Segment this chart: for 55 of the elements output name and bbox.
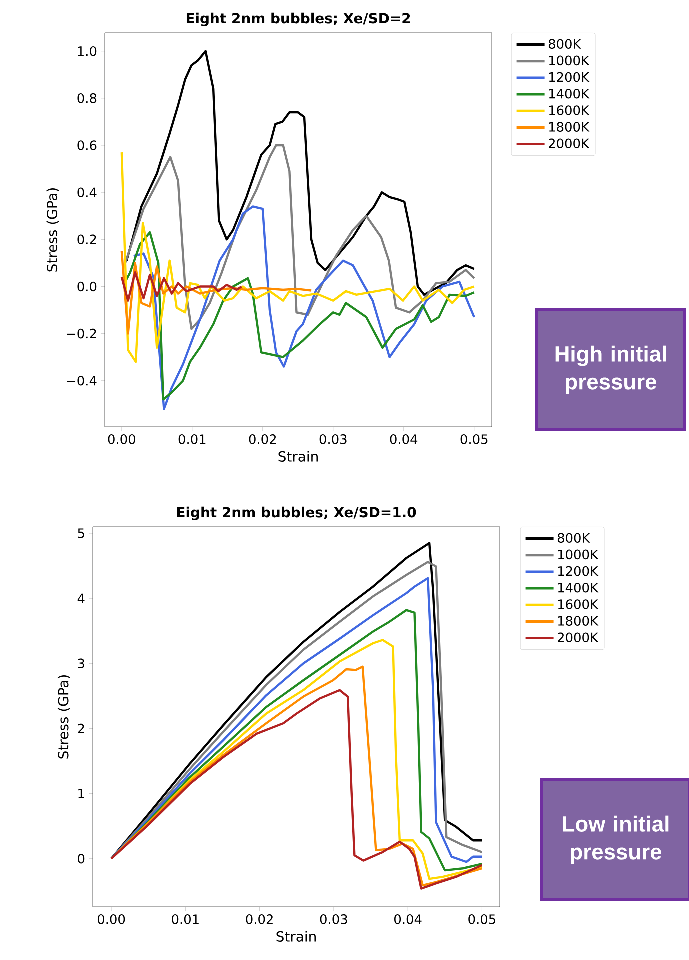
legend-label: 2000K: [558, 632, 599, 643]
y-tick-label: 2: [78, 724, 84, 734]
x-tick-label: 0.04: [390, 434, 418, 444]
legend-label: 1000K: [549, 56, 590, 66]
legend-label: 1200K: [549, 72, 590, 82]
x-tick-label: 0.00: [98, 914, 126, 924]
y-tick-label: 0.0: [78, 282, 97, 292]
text: High initial pressure: [556, 346, 666, 394]
chart-title: Eight 2nm bubbles; Xe/SD=1.0: [177, 506, 416, 521]
x-tick-label: 0.01: [172, 914, 199, 924]
x-tick-label: 0.00: [108, 434, 136, 444]
legend-label: 1400K: [558, 582, 599, 593]
y-tick-label: −0.4: [67, 376, 97, 386]
legend-label: 1800K: [558, 616, 599, 626]
y-tick-label: 5: [78, 528, 84, 538]
x-tick-label: 0.03: [320, 434, 347, 444]
legend-label: 800K: [558, 533, 591, 544]
y-tick-label: 1.0: [78, 46, 97, 56]
x-tick-label: 0.01: [178, 434, 206, 444]
legend-label: 1600K: [549, 106, 590, 116]
chart-title: Eight 2nm bubbles; Xe/SD=2: [186, 12, 410, 27]
x-axis-title: Strain: [278, 451, 318, 462]
y-tick-label: 1: [78, 789, 84, 799]
legend-label: 1800K: [549, 122, 590, 132]
x-tick-label: 0.02: [249, 434, 276, 444]
y-tick-label: 0.6: [78, 140, 97, 150]
legend-label: 1400K: [549, 88, 590, 99]
x-tick-label: 0.05: [468, 914, 496, 924]
y-tick-label: 0: [78, 854, 85, 864]
y-tick-label: 3: [78, 658, 84, 669]
line-series: [132, 206, 476, 410]
legend-label: 1600K: [558, 600, 599, 610]
line-series: [126, 50, 476, 296]
y-tick-label: 4: [78, 594, 85, 604]
x-tick-label: 0.02: [246, 914, 273, 924]
y-tick-label: −0.2: [67, 328, 96, 339]
line-series: [124, 232, 476, 401]
x-tick-label: 0.03: [320, 914, 348, 924]
text: Low initial pressure: [563, 816, 669, 864]
x-tick-label: 0.04: [394, 914, 422, 924]
line-series: [120, 272, 243, 302]
legend-label: 2000K: [549, 138, 590, 149]
line-series: [120, 151, 476, 364]
legend-label: 1200K: [558, 566, 599, 576]
line-series: [120, 250, 313, 335]
y-tick-label: 0.8: [78, 94, 97, 104]
y-tick-label: 0.4: [78, 188, 97, 198]
x-axis-title: Strain: [276, 931, 316, 942]
line-series: [124, 144, 476, 330]
legend-label: 800K: [548, 39, 582, 50]
y-axis-title: Stress (GPa): [58, 676, 70, 759]
x-tick-label: 0.05: [460, 434, 488, 444]
y-tick-label: 0.2: [78, 234, 96, 245]
legend-label: 1000K: [558, 550, 599, 560]
y-axis-title: Stress (GPa): [46, 188, 60, 272]
